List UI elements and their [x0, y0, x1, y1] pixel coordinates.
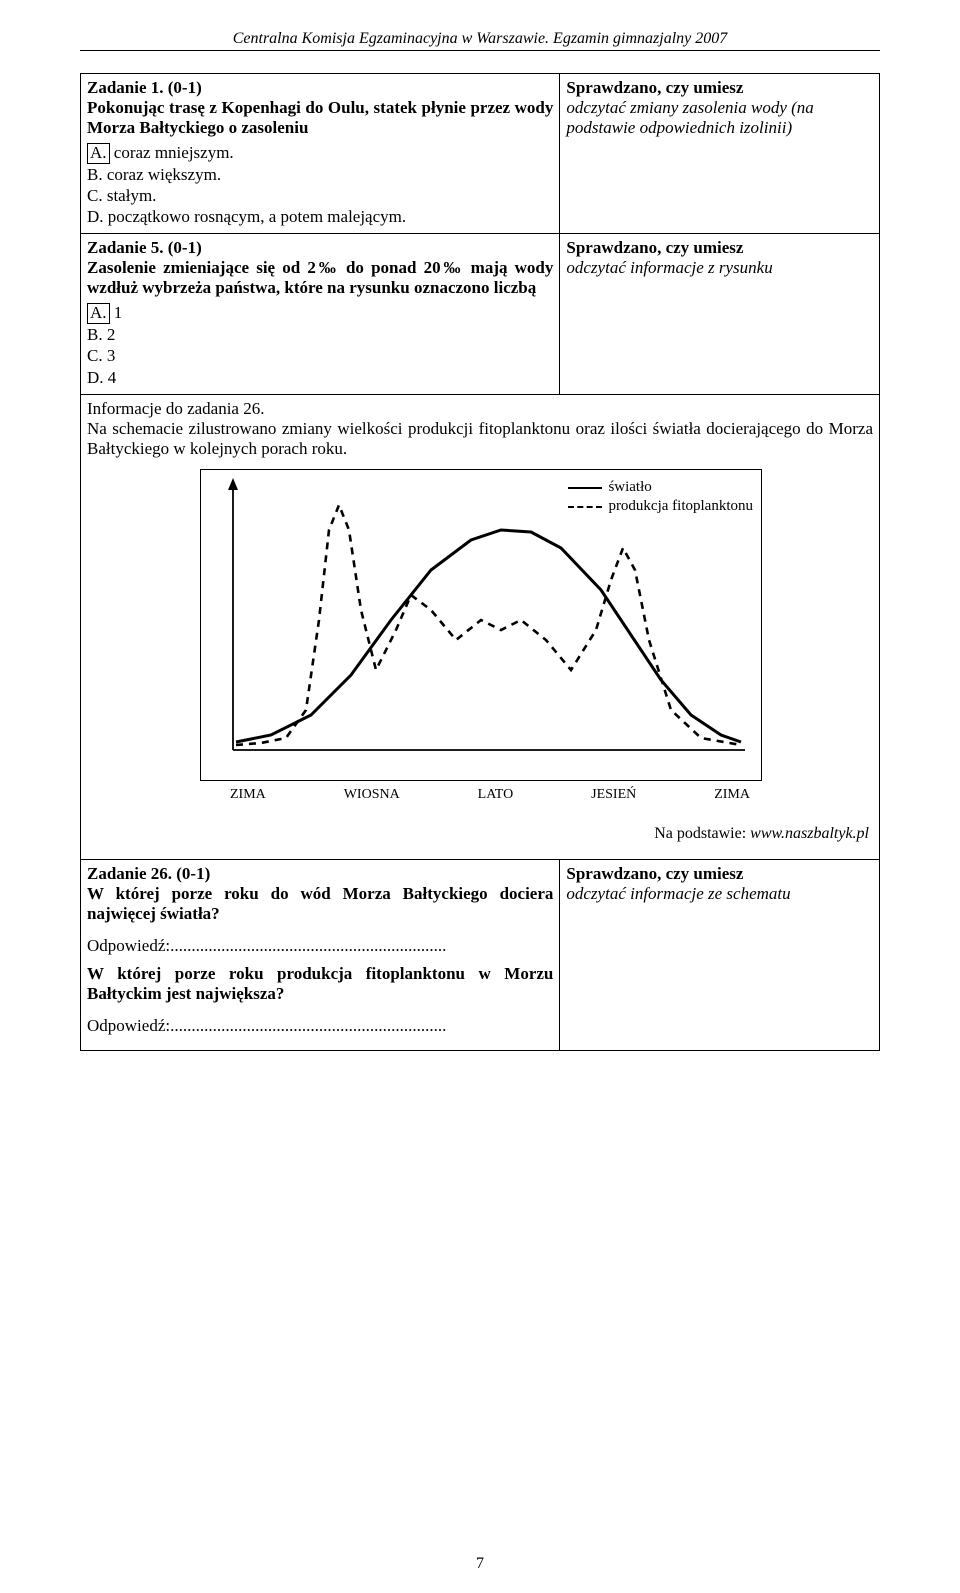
task5-prompt: Zasolenie zmieniające się od 2‰ do ponad…	[87, 258, 553, 298]
task5-optD-letter: D.	[87, 368, 104, 387]
task1-prompt-text: Pokonując trasę z Kopenhagi do Oulu, sta…	[87, 98, 553, 137]
ans-dots-1: ........................................…	[170, 936, 446, 955]
task26-check-head: Sprawdzano, czy umiesz	[566, 864, 873, 884]
source-prefix: Na podstawie:	[654, 825, 750, 842]
xcat-4: ZIMA	[714, 787, 750, 803]
series-swiatlo	[236, 530, 741, 742]
source-cite: www.naszbaltyk.pl	[750, 825, 869, 842]
task5-optB-letter: B.	[87, 325, 103, 344]
ans-label-2: Odpowiedź:	[87, 1016, 170, 1035]
task26-q2-text: W której porze roku produkcja fitoplankt…	[87, 964, 553, 1003]
task26-ans2: Odpowiedź:..............................…	[87, 1016, 553, 1036]
task26-q2: W której porze roku produkcja fitoplankt…	[87, 964, 553, 1004]
task1-optB: coraz większym.	[107, 165, 221, 184]
task1-check-body: odczytać zmiany zasolenia wody (na podst…	[566, 98, 873, 138]
task1-optA-letter: A.	[87, 143, 110, 164]
task5-optA: 1	[114, 303, 123, 322]
y-axis-arrow-icon	[228, 478, 238, 490]
task1-prompt: Pokonując trasę z Kopenhagi do Oulu, sta…	[87, 98, 553, 138]
task1-title: Zadanie 1. (0-1)	[87, 78, 553, 98]
task26-q1-text: W której porze roku do wód Morza Bałtyck…	[87, 884, 553, 923]
task1-optD: początkowo rosnącym, a potem malejącym.	[108, 207, 406, 226]
chart-wrap: światło produkcja fitoplanktonu ZIMA WIO…	[200, 469, 760, 803]
task1-row: Zadanie 1. (0-1) Pokonując trasę z Kopen…	[81, 74, 880, 234]
task-table: Zadanie 1. (0-1) Pokonując trasę z Kopen…	[80, 73, 880, 1051]
task5-optC: 3	[107, 346, 116, 365]
task26-check-body: odczytać informacje ze schematu	[566, 884, 873, 904]
task5-row: Zadanie 5. (0-1) Zasolenie zmieniające s…	[81, 234, 880, 394]
task1-optB-letter: B.	[87, 165, 103, 184]
info26-title: Informacje do zadania 26.	[87, 399, 873, 419]
legend-dashed-line-icon	[568, 506, 602, 508]
page-header: Centralna Komisja Egzaminacyjna w Warsza…	[80, 30, 880, 51]
task5-options: A. 1 B. 2 C. 3 D. 4	[87, 302, 553, 387]
task5-prompt-text: Zasolenie zmieniające się od 2‰ do ponad…	[87, 258, 553, 297]
chart-source: Na podstawie: www.naszbaltyk.pl	[87, 825, 869, 843]
task5-title: Zadanie 5. (0-1)	[87, 238, 553, 258]
task1-check-head: Sprawdzano, czy umiesz	[566, 78, 873, 98]
legend-fito: produkcja fitoplanktonu	[568, 497, 753, 517]
task1-options: A. coraz mniejszym. B. coraz większym. C…	[87, 142, 553, 227]
task1-optD-letter: D.	[87, 207, 104, 226]
info26-row: Informacje do zadania 26. Na schemacie z…	[81, 394, 880, 859]
task5-optC-letter: C.	[87, 346, 103, 365]
ans-label-1: Odpowiedź:	[87, 936, 170, 955]
info26-body: Na schemacie zilustrowano zmiany wielkoś…	[87, 419, 873, 459]
legend-swiatlo-label: światło	[608, 478, 651, 498]
x-axis-labels: ZIMA WIOSNA LATO JESIEŃ ZIMA	[200, 781, 760, 803]
page-number: 7	[0, 1555, 960, 1573]
legend-solid-line-icon	[568, 487, 602, 489]
task26-title: Zadanie 26. (0-1)	[87, 864, 553, 884]
task5-check-head: Sprawdzano, czy umiesz	[566, 238, 873, 258]
task26-row: Zadanie 26. (0-1) W której porze roku do…	[81, 859, 880, 1050]
xcat-1: WIOSNA	[344, 787, 400, 803]
task5-check-body: odczytać informacje z rysunku	[566, 258, 873, 278]
task26-ans1: Odpowiedź:..............................…	[87, 936, 553, 956]
chart-legend: światło produkcja fitoplanktonu	[568, 478, 753, 517]
task26-q1: W której porze roku do wód Morza Bałtyck…	[87, 884, 553, 924]
chart: światło produkcja fitoplanktonu	[200, 469, 762, 781]
series-fitoplankton	[236, 505, 741, 745]
task1-optA: coraz mniejszym.	[114, 143, 234, 162]
xcat-2: LATO	[478, 787, 514, 803]
legend-swiatlo: światło	[568, 478, 753, 498]
task1-optC-letter: C.	[87, 186, 103, 205]
task1-optC: stałym.	[107, 186, 157, 205]
task5-optA-letter: A.	[87, 303, 110, 324]
xcat-0: ZIMA	[230, 787, 266, 803]
xcat-3: JESIEŃ	[591, 787, 636, 803]
ans-dots-2: ........................................…	[170, 1016, 446, 1035]
task5-optB: 2	[107, 325, 116, 344]
legend-fito-label: produkcja fitoplanktonu	[608, 497, 753, 517]
task5-optD: 4	[108, 368, 117, 387]
